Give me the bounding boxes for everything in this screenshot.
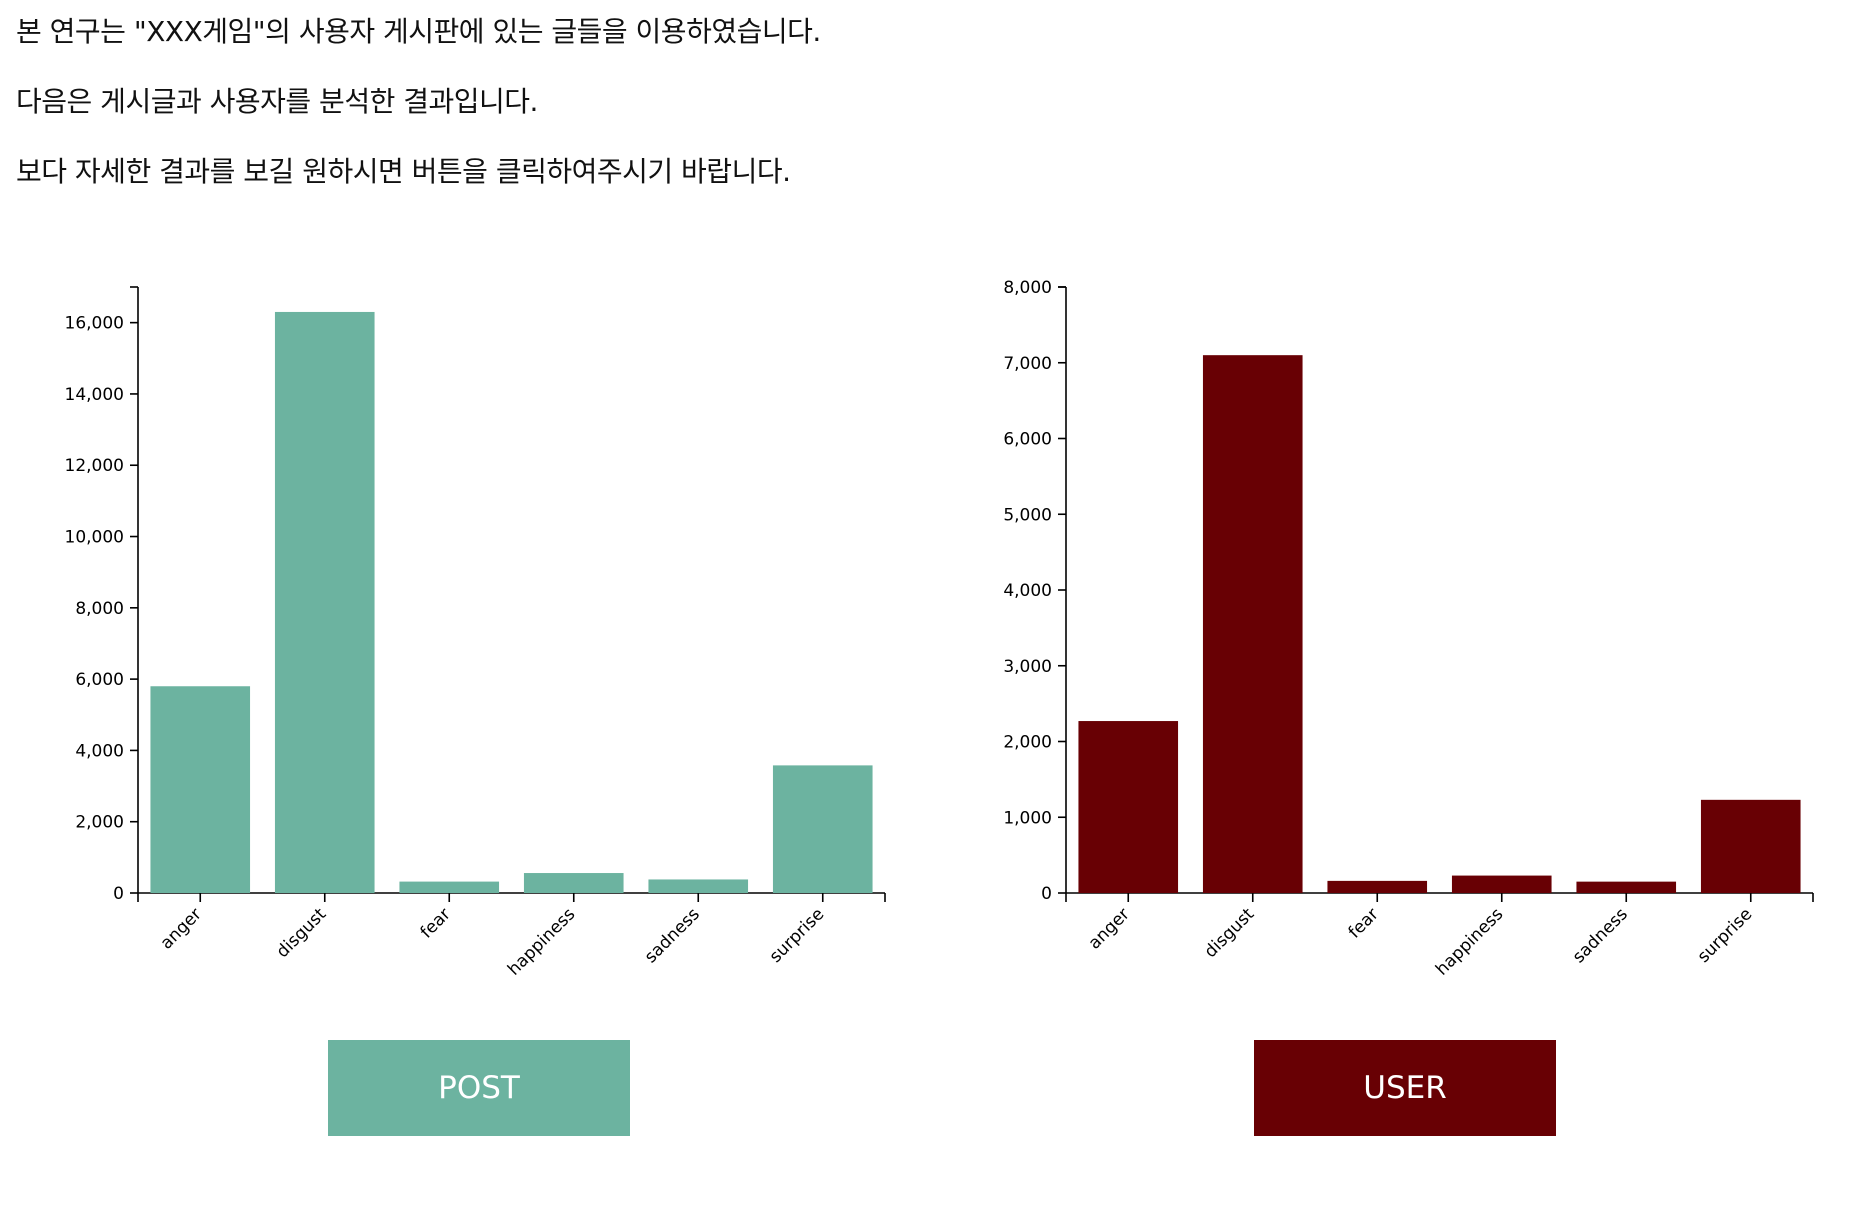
user-y-tick-label: 0	[1041, 884, 1052, 904]
post-bar-surprise	[772, 765, 873, 893]
post-bar-fear	[399, 881, 500, 893]
user-x-tick-label: fear	[1345, 904, 1383, 942]
user-y-tick-label: 5,000	[1003, 505, 1052, 525]
user-bar-chart: 0 1,000 2,000 3,000 4,000 5,000 6,000 7,000 8,00…	[1003, 278, 1814, 980]
post-x-tick-label: disgust	[273, 904, 331, 962]
post-y-tick-label: 16,000	[65, 314, 124, 334]
intro-line-3: 보다 자세한 결과를 보길 원하시면 버튼을 클릭하여주시기 바랍니다.	[16, 155, 791, 188]
post-y-tick-label: 4,000	[75, 741, 124, 761]
user-x-tick-label: happiness	[1432, 904, 1507, 979]
post-bar-happiness	[523, 873, 624, 893]
user-y-tick-label: 1,000	[1003, 808, 1052, 828]
post-x-tick-label: fear	[417, 904, 455, 942]
post-y-tick-label: 6,000	[75, 670, 124, 690]
post-axes	[130, 286, 886, 902]
user-y-tick-label: 7,000	[1003, 354, 1052, 374]
user-bar-happiness	[1451, 875, 1552, 893]
post-y-tick-label: 12,000	[65, 456, 124, 476]
user-bar-surprise	[1700, 799, 1801, 893]
post-y-tick-label: 14,000	[65, 385, 124, 405]
user-bar-anger	[1078, 721, 1179, 893]
user-button[interactable]: USER	[1254, 1040, 1556, 1136]
intro-text: 본 연구는 "XXX게임"의 사용자 게시판에 있는 글들을 이용하였습니다. …	[16, 12, 1856, 222]
post-bar-sadness	[648, 879, 749, 893]
user-bar-disgust	[1202, 355, 1303, 893]
user-y-tick-label: 6,000	[1003, 430, 1052, 450]
post-button[interactable]: POST	[328, 1040, 630, 1136]
user-x-tick-label: surprise	[1694, 904, 1757, 967]
post-bar-chart: 0 2,000 4,000 6,000 8,000 10,000 12,000 14,000 1…	[65, 286, 886, 980]
post-y-tick-label: 0	[113, 884, 124, 904]
user-bar-fear	[1327, 880, 1428, 893]
user-axes	[1058, 286, 1814, 902]
user-y-tick-label: 2,000	[1003, 733, 1052, 753]
intro-line-1: 본 연구는 "XXX게임"의 사용자 게시판에 있는 글들을 이용하였습니다.	[16, 15, 821, 48]
user-y-tick-label: 8,000	[1003, 278, 1052, 298]
user-x-tick-label: sadness	[1569, 904, 1632, 967]
post-x-tick-label: anger	[157, 904, 206, 953]
post-x-tick-label: happiness	[504, 904, 579, 979]
user-y-tick-label: 4,000	[1003, 581, 1052, 601]
post-x-tick-label: surprise	[766, 904, 829, 967]
post-bar-anger	[150, 686, 251, 893]
post-y-tick-label: 2,000	[75, 813, 124, 833]
user-bar-sadness	[1576, 881, 1677, 893]
user-x-tick-label: disgust	[1201, 904, 1259, 962]
post-y-tick-label: 10,000	[65, 528, 124, 548]
intro-line-2: 다음은 게시글과 사용자를 분석한 결과입니다.	[16, 85, 538, 118]
post-x-tick-label: sadness	[641, 904, 704, 967]
user-x-tick-label: anger	[1085, 904, 1134, 953]
post-y-tick-label: 8,000	[75, 599, 124, 619]
post-bar-disgust	[274, 311, 375, 893]
user-y-tick-label: 3,000	[1003, 657, 1052, 677]
